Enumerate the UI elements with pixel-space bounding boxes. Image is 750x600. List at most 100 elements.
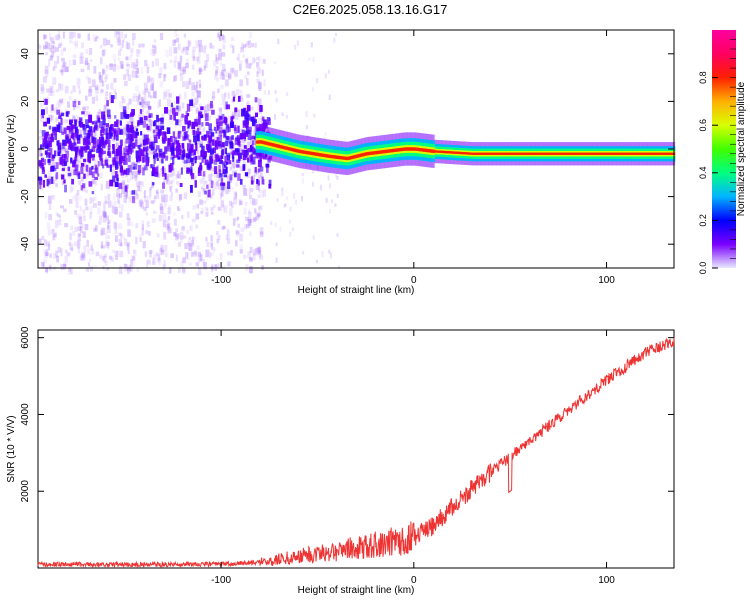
spectrogram-cell (107, 145, 111, 151)
spectrogram-cell (63, 142, 67, 146)
spectrogram-cell (589, 152, 592, 155)
spectrogram-cell (237, 153, 241, 162)
spectrogram-cell (477, 152, 480, 155)
spectrogram-cell (74, 210, 78, 215)
spectrogram-cell (52, 45, 56, 54)
spectrogram-cell (39, 184, 44, 191)
spectrogram-cell (290, 147, 294, 152)
spectrogram-cell (161, 158, 164, 164)
spectrogram-cell (137, 99, 140, 105)
spectrogram-cell (209, 251, 212, 259)
spectrogram-cell (196, 90, 201, 98)
spectrogram-cell (116, 174, 119, 181)
spectrogram-cell (45, 117, 48, 124)
spectrogram-cell (266, 117, 271, 121)
spectrogram-cell (93, 202, 97, 208)
spectrogram-cell (198, 50, 201, 58)
spectrogram-cell (281, 112, 284, 116)
spectrogram-cell (114, 121, 117, 128)
spectrogram-cell (121, 181, 125, 190)
spectrogram-cell (312, 170, 315, 174)
spectrogram-cell (174, 30, 177, 37)
spectrogram-cell (61, 57, 65, 62)
spectrogram-cell (244, 152, 249, 157)
spectrogram-cell (134, 190, 138, 196)
spectrogram-cell (373, 151, 376, 155)
spectrogram-cell (81, 111, 85, 115)
spectrogram-cell (363, 152, 367, 156)
spectrogram-cell (53, 60, 58, 69)
spectrogram-cell (210, 148, 215, 155)
spectrogram-cell (138, 43, 142, 48)
spectrogram-cell (153, 137, 158, 144)
spectrogram-cell (625, 152, 629, 155)
spectrogram-cell (170, 253, 174, 258)
spectrogram-cell (152, 151, 156, 155)
spectrogram-cell (42, 34, 47, 39)
spectrogram-cell (547, 152, 550, 155)
spectrogram-cell (216, 121, 221, 129)
spectrogram-cell (526, 152, 530, 155)
spectrogram-cell (83, 245, 87, 253)
spectrogram-cell (248, 63, 252, 69)
spectrogram-cell (104, 261, 108, 266)
spectrogram-cell (108, 255, 113, 260)
spectrogram-cell (77, 128, 82, 135)
spectrogram-cell (261, 69, 264, 76)
spectrogram-cell (117, 127, 120, 135)
spectrogram-cell (119, 101, 124, 109)
spectrogram-cell (169, 182, 173, 190)
spectrogram-cell (393, 148, 396, 152)
spectrogram-cell (336, 233, 339, 237)
spectrogram-cell (67, 145, 71, 150)
spectrogram-cell (257, 245, 261, 254)
spectrogram-cell (409, 147, 413, 151)
spectrogram-cell (125, 168, 130, 175)
spectrogram-cell (58, 147, 61, 152)
spectrogram-cell (86, 239, 90, 248)
spectrogram-cell (118, 140, 122, 145)
spectrogram-cell (168, 93, 172, 98)
spectrogram-cell (61, 69, 64, 76)
spectrogram-cell (170, 102, 174, 108)
spectrogram-cell (130, 162, 134, 170)
spectrogram-cell (241, 129, 245, 134)
spectrogram-cell (135, 131, 139, 136)
spectrogram-cell (146, 123, 149, 130)
spectrogram-cell (412, 147, 415, 151)
spectrogram-cell (138, 137, 142, 144)
spectrogram-cell (180, 231, 184, 240)
spectrogram-cell (261, 190, 264, 198)
spectrogram-cell (73, 106, 76, 111)
spectrogram-cell (249, 256, 253, 261)
spectrogram-cell (193, 156, 196, 160)
spectrogram-cell (100, 88, 104, 95)
spectrogram-cell (144, 165, 148, 171)
spectrogram-cell (613, 152, 616, 155)
spectrogram-cell (82, 159, 86, 167)
spectrogram-cell (101, 137, 105, 145)
spectrogram-cell (105, 133, 109, 139)
spectrogram-cell (235, 160, 239, 166)
spectrogram-cell (128, 127, 132, 136)
spectrogram-cell (79, 122, 84, 128)
spectrogram-cell (162, 212, 167, 219)
spectrogram-cell (198, 44, 201, 51)
spectrogram-cell (218, 165, 221, 173)
spectrogram-cell (661, 152, 665, 155)
spectrogram-cell (54, 35, 57, 41)
spectrogram-cell (52, 228, 55, 232)
spectrogram-cell (210, 180, 214, 189)
spectrogram-cell (227, 261, 231, 267)
spectrogram-cell (145, 200, 149, 209)
spectrogram-cell (133, 131, 137, 139)
spectrogram-cell (59, 69, 62, 73)
spectrogram-cell (257, 140, 260, 144)
spectrogram-cell (536, 152, 539, 155)
spectrogram-cell (85, 137, 89, 144)
spectrogram-cell (154, 148, 158, 153)
spectrogram-cell (224, 140, 229, 147)
spectrogram-cell (93, 127, 96, 133)
spectrogram-cell (98, 72, 102, 80)
spectrogram-cell (113, 59, 116, 67)
